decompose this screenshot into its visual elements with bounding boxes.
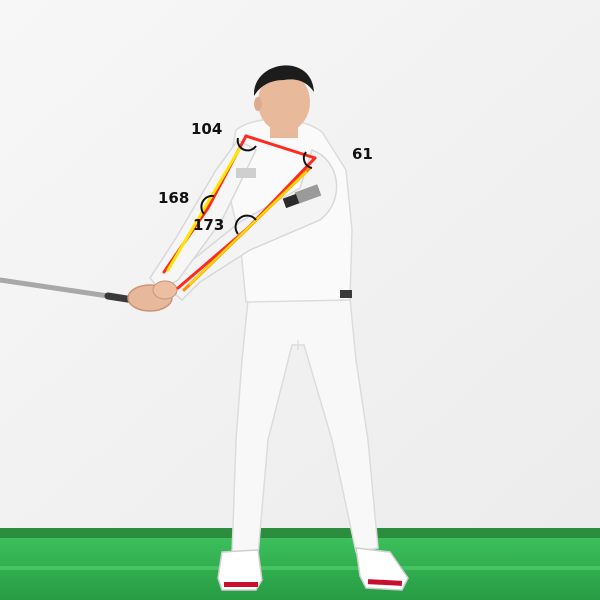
belt-logo bbox=[340, 290, 352, 298]
floor-edge bbox=[0, 528, 600, 540]
jacket-logo-chest bbox=[236, 168, 256, 178]
angle-label-right-elbow: 173 bbox=[193, 216, 225, 234]
jacket-logo-stripes bbox=[282, 193, 300, 209]
mat-stripe bbox=[0, 566, 600, 570]
skeleton-right-arm-yellow bbox=[189, 171, 307, 285]
golfer-left-shoe bbox=[217, 549, 263, 591]
golfer-hair bbox=[253, 65, 314, 96]
golfer-ear bbox=[254, 97, 262, 111]
angle-arc-right-elbow bbox=[234, 214, 257, 235]
skeleton-left-arm-yellow bbox=[166, 146, 242, 272]
angle-arc-shoulder bbox=[236, 137, 257, 152]
angle-label-left-elbow: 168 bbox=[158, 189, 190, 207]
angle-arc-left-elbow bbox=[200, 194, 215, 215]
angle-label-shoulder: 104 bbox=[191, 120, 223, 138]
shoe-sole-accent bbox=[224, 582, 258, 587]
golfer-trousers bbox=[231, 297, 379, 556]
shoe-sole-accent-right bbox=[367, 579, 403, 586]
golfer-hand-top bbox=[152, 280, 178, 300]
golfer-face bbox=[258, 72, 310, 132]
jacket-logo-sleeve bbox=[294, 184, 322, 204]
angle-label-right-shoulder: 61 bbox=[352, 145, 373, 163]
angle-arc-right-shoulder bbox=[302, 151, 313, 169]
